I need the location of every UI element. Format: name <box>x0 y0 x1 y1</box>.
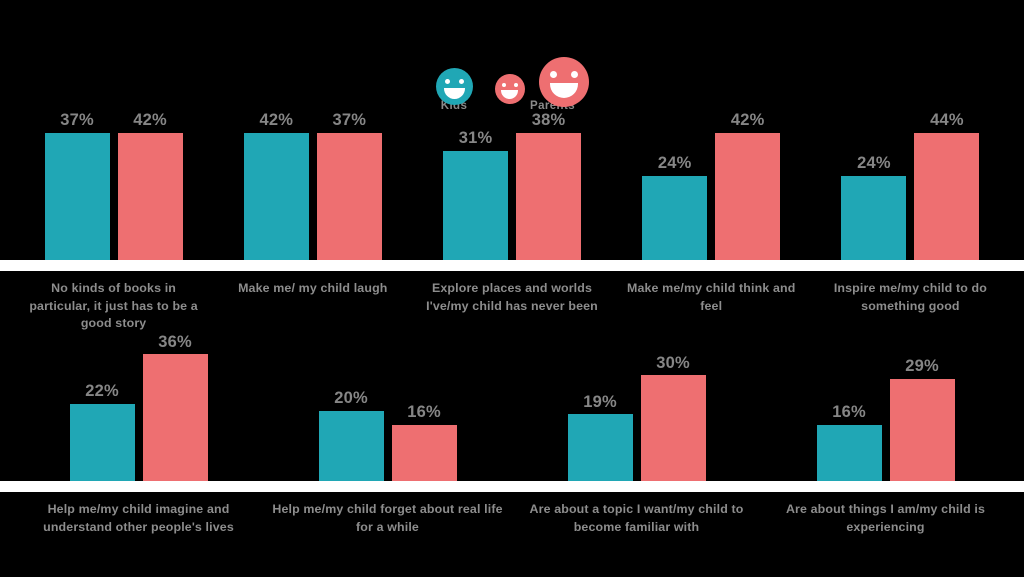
category-label: Make me/ my child laugh <box>238 281 388 295</box>
bar-value-kids: 20% <box>334 389 368 407</box>
category-label: Help me/my child imagine and understand … <box>43 502 234 534</box>
bar-parents[interactable] <box>715 132 781 260</box>
bar-kids[interactable] <box>567 414 633 481</box>
adult-person-icon <box>538 56 589 107</box>
category-label: Inspire me/my child to do something good <box>833 281 987 313</box>
bar-parents[interactable] <box>516 132 581 260</box>
bar-group: 31% 38% <box>412 112 611 260</box>
bar-wrap-kids: 31% <box>443 112 508 260</box>
bar-wrap-kids: 16% <box>816 333 882 481</box>
bar-wrap-parents: 16% <box>391 333 457 481</box>
bar-parents[interactable] <box>914 132 980 260</box>
bar-group: 24% 44% <box>811 112 1010 260</box>
bar-value-parents: 30% <box>656 353 690 372</box>
bar-wrap-parents: 37% <box>316 111 382 260</box>
bar-wrap-kids: 42% <box>243 111 309 260</box>
chart-row-2: 22% 36% 20% 16% <box>0 333 1024 536</box>
bar-parents[interactable] <box>391 424 457 481</box>
bar-value-kids: 42% <box>259 111 294 129</box>
bar-value-kids: 22% <box>85 382 119 400</box>
bar-kids[interactable] <box>642 175 708 260</box>
plot-area-row-1: 37% 42% 42% 37% <box>0 112 1024 260</box>
bar-value-parents: 38% <box>531 111 566 129</box>
axis-baseline <box>0 481 1024 492</box>
kid-person-icon <box>435 20 473 105</box>
bar-value-parents: 42% <box>730 111 765 129</box>
bar-wrap-parents: 42% <box>117 111 183 260</box>
chart-row-1: 37% 42% 42% 37% <box>0 112 1024 333</box>
bar-wrap-parents: 42% <box>715 111 781 260</box>
bar-wrap-kids: 24% <box>841 112 907 260</box>
bar-parents[interactable] <box>640 375 706 481</box>
legend-item-kids: Kids <box>435 12 473 112</box>
bar-value-parents: 37% <box>332 111 367 129</box>
bar-kids[interactable] <box>243 132 309 260</box>
bar-kids[interactable] <box>816 424 882 481</box>
bar-kids[interactable] <box>44 132 110 260</box>
legend-label-parents: Parents <box>530 99 575 112</box>
bar-value-parents: 42% <box>133 111 167 129</box>
legend-item-parents: Parents <box>494 12 589 112</box>
bar-value-kids: 16% <box>832 403 866 422</box>
bar-kids[interactable] <box>318 410 384 481</box>
child-person-icon <box>494 73 525 104</box>
bar-wrap-parents: 36% <box>142 332 208 481</box>
chart-legend: Kids Parents <box>0 8 1024 112</box>
bar-wrap-kids: 19% <box>567 333 633 481</box>
bar-wrap-parents: 29% <box>889 333 955 481</box>
bar-value-parents: 29% <box>905 357 939 376</box>
category-label: Are about things I am/my child is experi… <box>785 502 986 534</box>
category-label: Help me/my child forget about real life … <box>272 502 503 534</box>
category-label: Are about a topic I want/my child to bec… <box>529 502 744 534</box>
bar-value-kids: 24% <box>657 154 692 172</box>
bar-group: 37% 42% <box>14 112 213 260</box>
legend-label-kids: Kids <box>440 99 468 112</box>
bar-wrap-parents: 44% <box>914 111 980 260</box>
bar-wrap-kids: 22% <box>69 333 135 481</box>
bar-wrap-kids: 37% <box>44 111 110 260</box>
bar-value-kids: 24% <box>857 154 891 172</box>
bar-wrap-kids: 24% <box>642 112 708 260</box>
bar-parents[interactable] <box>142 354 208 481</box>
category-label: No kinds of books in particular, it just… <box>29 281 198 331</box>
bar-value-kids: 19% <box>583 392 617 411</box>
bar-group: 19% 30% <box>512 333 761 481</box>
bar-group: 20% 16% <box>263 333 512 481</box>
category-labels-row-1: No kinds of books in particular, it just… <box>0 271 1024 333</box>
category-label: Explore places and worlds I've/my child … <box>426 281 598 313</box>
bar-value-parents: 36% <box>158 332 192 351</box>
bar-kids[interactable] <box>69 403 135 481</box>
bar-value-parents: 44% <box>930 111 964 129</box>
bar-kids[interactable] <box>841 175 907 260</box>
bar-kids[interactable] <box>443 150 508 260</box>
bar-parents[interactable] <box>889 378 955 481</box>
bar-value-kids: 31% <box>458 129 493 148</box>
bar-group: 16% 29% <box>761 333 1010 481</box>
axis-baseline <box>0 260 1024 271</box>
bar-parents[interactable] <box>117 132 183 260</box>
bar-group: 22% 36% <box>14 333 263 481</box>
bar-group: 24% 42% <box>612 112 811 260</box>
bar-group: 42% 37% <box>213 112 412 260</box>
category-labels-row-2: Help me/my child imagine and understand … <box>0 492 1024 536</box>
bar-value-kids: 37% <box>60 111 94 129</box>
plot-area-row-2: 22% 36% 20% 16% <box>0 333 1024 481</box>
bar-wrap-parents: 38% <box>516 112 581 260</box>
bar-value-parents: 16% <box>407 403 441 422</box>
parent-person-icon <box>494 20 589 107</box>
category-label: Make me/my child think and feel <box>626 281 796 313</box>
bar-parents[interactable] <box>316 132 382 260</box>
bar-wrap-kids: 20% <box>318 333 384 481</box>
bar-wrap-parents: 30% <box>640 333 706 481</box>
